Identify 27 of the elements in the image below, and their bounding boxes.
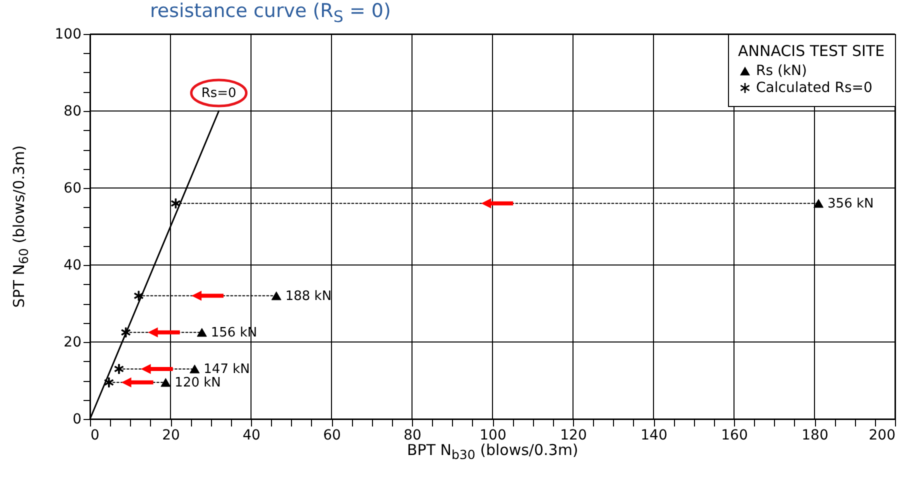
x-tick-label: 140 (640, 428, 668, 444)
annotation: 356 kN (828, 196, 874, 212)
annotation: 120 kN (174, 375, 221, 390)
x-tick-label: 60 (323, 428, 341, 444)
annotation: 188 kN (285, 288, 332, 304)
x-tick-label: 40 (242, 428, 260, 444)
x-tick-label: 180 (802, 428, 828, 444)
y-tick-label: 0 (72, 412, 82, 428)
y-tick-label: 60 (64, 180, 82, 196)
annotation: Rs=0 (201, 86, 236, 101)
x-tick-label: 20 (162, 428, 180, 444)
x-tick-label: 200 (868, 428, 896, 444)
x-tick-label: 160 (721, 428, 748, 444)
chart-title: resistance curve (R$_{S}$ = 0) (150, 0, 391, 26)
annotation: 147 kN (204, 362, 250, 377)
y-tick-label: 20 (64, 334, 82, 350)
legend-label: Rs (kN) (756, 63, 807, 79)
x-tick-label: 100 (480, 428, 506, 444)
y-tick-label: 40 (64, 258, 82, 274)
legend-label: Calculated Rs=0 (756, 80, 872, 96)
x-axis-title: BPT N$_{b30}$ (blows/0.3m) (407, 441, 578, 462)
x-tick-label: 80 (404, 428, 422, 444)
legend-title: ANNACIS TEST SITE (738, 42, 885, 60)
y-tick-label: 80 (64, 104, 82, 120)
x-tick-label: 120 (560, 428, 587, 444)
x-tick-label: 0 (90, 428, 100, 444)
y-tick-label: 100 (54, 26, 82, 42)
